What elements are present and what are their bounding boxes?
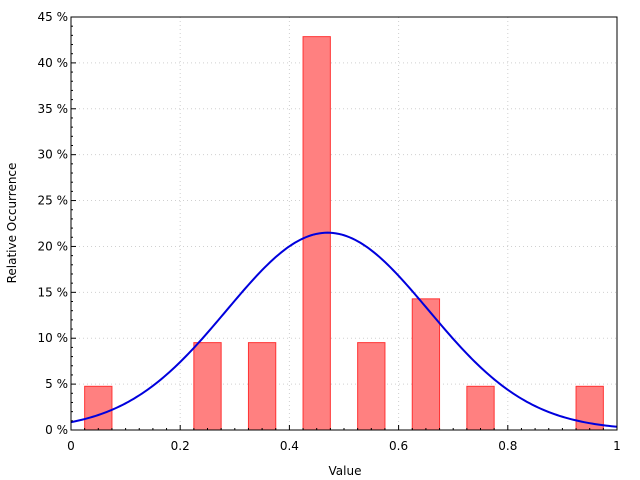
tick-labels: 0 0.2 0.4 0.6 0.8 10 %5 %10 %15 %20 %25 %30 %…	[38, 10, 621, 453]
fit-curve	[70, 231, 618, 428]
y-tick-label: 25 %	[38, 194, 69, 208]
y-tick-label: 45 %	[38, 10, 69, 24]
x-tick-label: 0.2	[171, 439, 190, 453]
x-tick-label: 0.4	[280, 439, 299, 453]
histogram-bar	[247, 342, 277, 431]
histogram-bar	[411, 298, 441, 431]
y-axis-title: Relative Occurrence	[5, 163, 19, 284]
y-tick-label: 20 %	[38, 239, 69, 253]
y-tick-label: 5 %	[45, 377, 68, 391]
y-tick-label: 10 %	[38, 331, 69, 345]
x-tick-label: 0.6	[389, 439, 408, 453]
y-tick-label: 35 %	[38, 102, 69, 116]
plot-frame	[70, 16, 618, 431]
x-axis-title: Value	[329, 464, 362, 478]
x-tick-label: 0	[67, 439, 75, 453]
histogram-bar	[357, 342, 386, 431]
normal-fit-curve	[70, 231, 618, 428]
y-tick-label: 0 %	[45, 423, 68, 437]
bars	[84, 36, 604, 431]
x-tick-label: 0.8	[498, 439, 517, 453]
histogram-bar	[193, 342, 222, 431]
histogram-bar	[84, 385, 113, 431]
x-tick-label: 1	[613, 439, 621, 453]
y-tick-label: 30 %	[38, 148, 69, 162]
y-tick-label: 15 %	[38, 285, 69, 299]
y-tick-label: 40 %	[38, 56, 69, 70]
axes	[70, 16, 618, 431]
histogram-bar	[466, 385, 495, 431]
grid	[71, 16, 617, 430]
